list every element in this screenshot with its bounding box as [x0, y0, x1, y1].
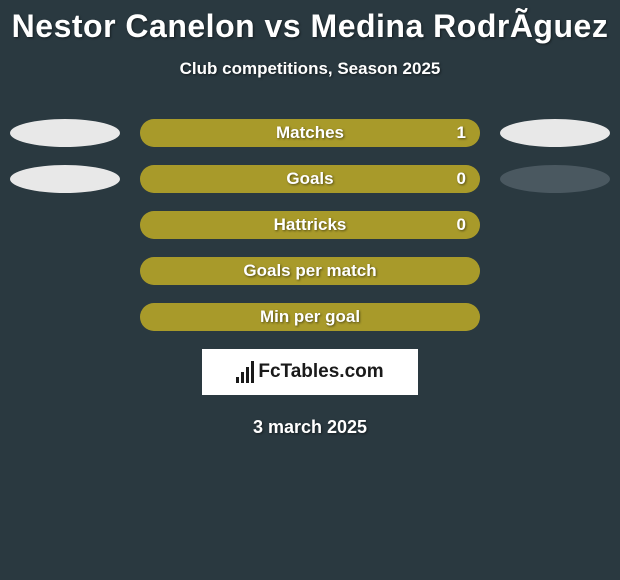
player-right-ellipse [500, 165, 610, 193]
stat-bar: Min per goal [140, 303, 480, 331]
comparison-infographic: Nestor Canelon vs Medina RodrÃ­guez Club… [0, 0, 620, 438]
player-right-ellipse [500, 119, 610, 147]
stat-bar: Goals per match [140, 257, 480, 285]
stat-row: Min per goal [0, 303, 620, 331]
ellipse-spacer [10, 303, 120, 331]
stat-row: Goals per match [0, 257, 620, 285]
subtitle: Club competitions, Season 2025 [0, 59, 620, 79]
ellipse-spacer [500, 303, 610, 331]
stat-label: Goals [140, 169, 480, 189]
stat-row: Matches1 [0, 119, 620, 147]
ellipse-spacer [10, 257, 120, 285]
stats-list: Matches1Goals0Hattricks0Goals per matchM… [0, 119, 620, 331]
stat-value: 0 [457, 169, 466, 189]
logo-text: FcTables.com [258, 361, 383, 383]
player-left-ellipse [10, 119, 120, 147]
stat-label: Min per goal [140, 307, 480, 327]
page-title: Nestor Canelon vs Medina RodrÃ­guez [0, 8, 620, 45]
ellipse-spacer [500, 211, 610, 239]
stat-label: Goals per match [140, 261, 480, 281]
stat-label: Matches [140, 123, 480, 143]
ellipse-spacer [500, 257, 610, 285]
stat-bar: Hattricks0 [140, 211, 480, 239]
stat-bar: Matches1 [140, 119, 480, 147]
stat-value: 0 [457, 215, 466, 235]
chart-icon [236, 361, 254, 383]
ellipse-spacer [10, 211, 120, 239]
player-left-ellipse [10, 165, 120, 193]
stat-label: Hattricks [140, 215, 480, 235]
stat-value: 1 [457, 123, 466, 143]
logo-box[interactable]: FcTables.com [202, 349, 418, 395]
stat-row: Hattricks0 [0, 211, 620, 239]
date-text: 3 march 2025 [0, 417, 620, 438]
stat-row: Goals0 [0, 165, 620, 193]
stat-bar: Goals0 [140, 165, 480, 193]
